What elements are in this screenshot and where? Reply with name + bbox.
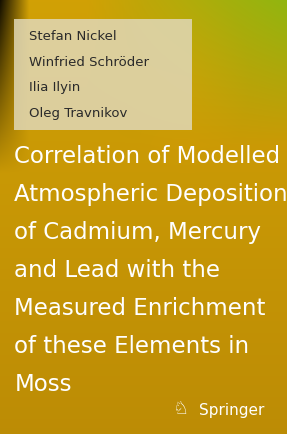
Text: Stefan Nickel: Stefan Nickel (29, 30, 116, 43)
Text: of Cadmium, Mercury: of Cadmium, Mercury (14, 220, 261, 243)
Text: of these Elements in: of these Elements in (14, 334, 249, 357)
Bar (14, 20, 192, 130)
Text: Springer: Springer (199, 403, 264, 418)
Text: Correlation of Modelled: Correlation of Modelled (14, 145, 280, 168)
Text: Moss: Moss (14, 372, 72, 395)
Text: Ilia Ilyin: Ilia Ilyin (29, 81, 80, 94)
Text: and Lead with the: and Lead with the (14, 258, 220, 281)
Text: Measured Enrichment: Measured Enrichment (14, 296, 266, 319)
Text: ♘: ♘ (172, 400, 188, 418)
Text: Winfried Schröder: Winfried Schröder (29, 56, 149, 69)
Text: Atmospheric Deposition: Atmospheric Deposition (14, 183, 287, 206)
Text: Oleg Travnikov: Oleg Travnikov (29, 107, 127, 120)
